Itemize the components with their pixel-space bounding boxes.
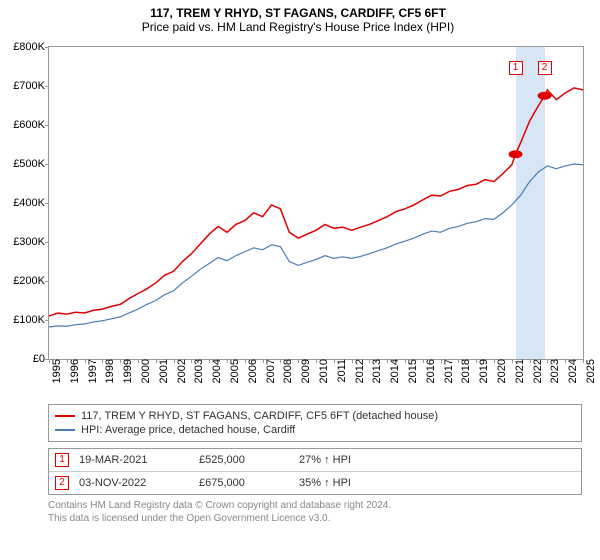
x-axis-label: 2001 [156,359,170,383]
chart-area: £0£100K£200K£300K£400K£500K£600K£700K£80… [48,38,590,398]
marker-dot-1 [509,150,523,158]
legend: 117, TREM Y RHYD, ST FAGANS, CARDIFF, CF… [48,404,582,442]
footer-line-2: This data is licensed under the Open Gov… [48,512,590,525]
y-axis-label: £0 [33,353,49,365]
x-axis-label: 1996 [67,359,81,383]
sales-table: 1 19-MAR-2021 £525,000 27% ↑ HPI 2 03-NOV-202… [48,448,582,495]
x-axis-label: 2018 [458,359,472,383]
footer-line-1: Contains HM Land Registry data © Crown c… [48,499,590,512]
chart-subtitle: Price paid vs. HM Land Registry's House … [6,20,590,34]
x-axis-label: 2012 [352,359,366,383]
legend-swatch [55,415,75,417]
marker-label-1: 1 [509,61,523,75]
x-axis-label: 2021 [512,359,526,383]
table-row: 2 03-NOV-2022 £675,000 35% ↑ HPI [49,471,581,494]
x-axis-label: 2014 [387,359,401,383]
marker-dot-2 [538,92,552,100]
x-axis-label: 2023 [547,359,561,383]
marker-label-2: 2 [538,61,552,75]
legend-label: HPI: Average price, detached house, Card… [81,424,295,436]
x-axis-label: 2022 [530,359,544,383]
legend-row: HPI: Average price, detached house, Card… [55,423,575,437]
x-axis-label: 2008 [280,359,294,383]
x-axis-label: 2007 [263,359,277,383]
sale-delta: 35% ↑ HPI [299,477,575,489]
plot-region: £0£100K£200K£300K£400K£500K£600K£700K£80… [48,46,584,360]
x-axis-label: 2024 [565,359,579,383]
legend-row: 117, TREM Y RHYD, ST FAGANS, CARDIFF, CF… [55,409,575,423]
x-axis-label: 1995 [49,359,63,383]
x-axis-label: 2017 [441,359,455,383]
sale-date: 03-NOV-2022 [79,477,189,489]
x-axis-label: 2006 [245,359,259,383]
x-axis-label: 1997 [85,359,99,383]
table-row: 1 19-MAR-2021 £525,000 27% ↑ HPI [49,449,581,471]
sale-index: 2 [55,476,69,490]
sale-price: £675,000 [199,477,289,489]
chart-title: 117, TREM Y RHYD, ST FAGANS, CARDIFF, CF… [6,6,590,20]
y-axis-label: £500K [13,158,49,170]
y-axis-label: £800K [13,41,49,53]
x-axis-label: 2025 [583,359,597,383]
x-axis-label: 1998 [102,359,116,383]
x-axis-label: 2003 [191,359,205,383]
sale-delta: 27% ↑ HPI [299,454,575,466]
x-axis-label: 2016 [423,359,437,383]
y-axis-label: £600K [13,119,49,131]
sale-price: £525,000 [199,454,289,466]
x-axis-label: 2015 [405,359,419,383]
x-axis-label: 2011 [334,359,348,383]
y-axis-label: £700K [13,80,49,92]
series-price_paid [49,88,583,316]
x-axis-label: 2020 [494,359,508,383]
x-axis-label: 2009 [298,359,312,383]
x-axis-label: 2010 [316,359,330,383]
y-axis-label: £100K [13,314,49,326]
y-axis-label: £400K [13,197,49,209]
sale-index: 1 [55,453,69,467]
x-axis-label: 2019 [476,359,490,383]
series-hpi [49,164,583,327]
legend-label: 117, TREM Y RHYD, ST FAGANS, CARDIFF, CF… [81,410,438,422]
x-axis-label: 2000 [138,359,152,383]
sale-date: 19-MAR-2021 [79,454,189,466]
x-axis-label: 2002 [174,359,188,383]
legend-swatch [55,429,75,431]
y-axis-label: £300K [13,236,49,248]
footer-attribution: Contains HM Land Registry data © Crown c… [48,499,590,525]
x-axis-label: 2005 [227,359,241,383]
x-axis-label: 1999 [120,359,134,383]
y-axis-label: £200K [13,275,49,287]
x-axis-label: 2004 [209,359,223,383]
x-axis-label: 2013 [369,359,383,383]
